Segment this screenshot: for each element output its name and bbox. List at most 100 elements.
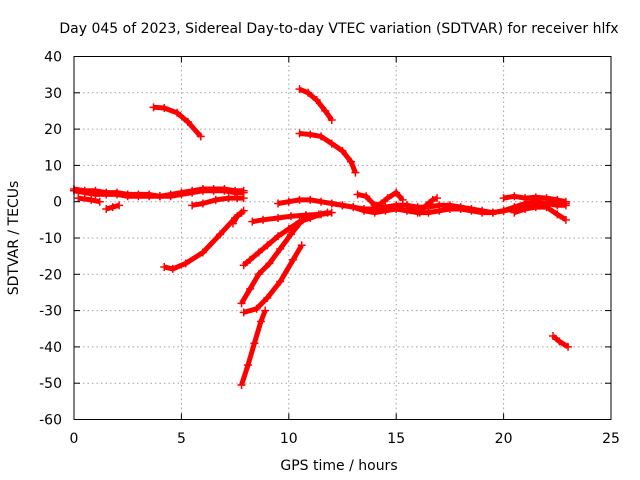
series-trace xyxy=(239,214,308,305)
data-point xyxy=(284,224,293,233)
data-point xyxy=(108,203,117,212)
data-point xyxy=(327,199,336,208)
data-point xyxy=(304,88,313,97)
data-point xyxy=(312,96,321,105)
data-point xyxy=(239,206,248,215)
data-point xyxy=(392,204,401,213)
data-point xyxy=(383,194,392,203)
x-tick-label: 20 xyxy=(495,431,513,447)
data-point xyxy=(123,190,132,199)
data-point xyxy=(377,199,386,208)
data-point xyxy=(246,255,255,264)
data-series xyxy=(295,129,360,177)
data-point xyxy=(134,190,143,199)
plot-frame xyxy=(73,56,612,420)
data-series xyxy=(248,208,332,226)
data-point xyxy=(317,132,326,141)
data-series xyxy=(549,332,573,351)
data-point xyxy=(297,241,306,250)
chart-title: Day 045 of 2023, Sidereal Day-to-day VTE… xyxy=(59,21,618,37)
data-point xyxy=(248,217,257,226)
series-trace xyxy=(298,86,334,122)
data-point xyxy=(306,130,315,139)
data-point xyxy=(166,190,175,199)
data-point xyxy=(553,195,562,204)
data-point xyxy=(102,204,111,213)
data-point xyxy=(370,201,379,210)
x-tick-label: 15 xyxy=(387,431,405,447)
data-point xyxy=(155,192,164,201)
data-point xyxy=(168,264,177,273)
data-point xyxy=(183,117,192,126)
data-point xyxy=(259,215,268,224)
data-point xyxy=(359,206,368,215)
data-point xyxy=(456,204,465,213)
data-point xyxy=(196,132,205,141)
data-point xyxy=(220,184,229,193)
data-point xyxy=(102,188,111,197)
data-point xyxy=(392,188,401,197)
data-point xyxy=(80,186,89,195)
data-point xyxy=(228,219,237,228)
data-series xyxy=(102,201,124,213)
data-series xyxy=(353,188,407,210)
data-point xyxy=(542,194,551,203)
data-point xyxy=(211,195,220,204)
data-point xyxy=(510,192,519,201)
y-tick-label: 30 xyxy=(44,86,62,102)
x-axis-label: GPS time / hours xyxy=(280,458,397,474)
data-point xyxy=(198,199,207,208)
data-point xyxy=(188,186,197,195)
data-point xyxy=(353,190,362,199)
data-point xyxy=(74,194,83,203)
data-series xyxy=(70,184,248,201)
data-point xyxy=(338,201,347,210)
data-point xyxy=(231,186,240,195)
data-point xyxy=(295,219,304,228)
data-point xyxy=(549,332,558,341)
data-point xyxy=(424,208,433,217)
data-series xyxy=(228,206,248,228)
data-point xyxy=(216,230,225,239)
y-tick-label: 40 xyxy=(44,50,62,66)
data-point xyxy=(561,197,570,206)
data-point xyxy=(415,208,424,217)
data-point xyxy=(224,194,233,203)
data-series xyxy=(499,192,570,206)
data-point xyxy=(295,195,304,204)
data-point xyxy=(87,195,96,204)
data-point xyxy=(237,299,246,308)
data-point xyxy=(274,232,283,241)
data-point xyxy=(181,259,190,268)
data-point xyxy=(274,214,283,223)
x-tick-label: 10 xyxy=(280,431,298,447)
series-layer xyxy=(70,85,573,390)
data-point xyxy=(467,206,476,215)
data-series xyxy=(239,241,306,317)
data-point xyxy=(239,186,248,195)
data-point xyxy=(177,188,186,197)
y-axis-label: SDTVAR / TECUs xyxy=(6,181,22,296)
data-point xyxy=(428,195,437,204)
data-point xyxy=(555,337,564,346)
data-point xyxy=(433,194,442,203)
data-point xyxy=(370,208,379,217)
data-point xyxy=(542,203,551,212)
data-point xyxy=(301,211,310,220)
y-tick-label: -10 xyxy=(39,231,62,247)
data-point xyxy=(173,108,182,117)
data-point xyxy=(243,361,252,370)
data-point xyxy=(149,103,158,112)
data-series xyxy=(237,306,270,390)
data-point xyxy=(553,210,562,219)
data-point xyxy=(499,194,508,203)
data-point xyxy=(398,195,407,204)
data-point xyxy=(347,157,356,166)
y-tick-label: -40 xyxy=(39,340,62,356)
data-point xyxy=(314,210,323,219)
data-point xyxy=(233,212,242,221)
data-point xyxy=(321,106,330,115)
data-point xyxy=(531,203,540,212)
data-point xyxy=(564,342,573,351)
